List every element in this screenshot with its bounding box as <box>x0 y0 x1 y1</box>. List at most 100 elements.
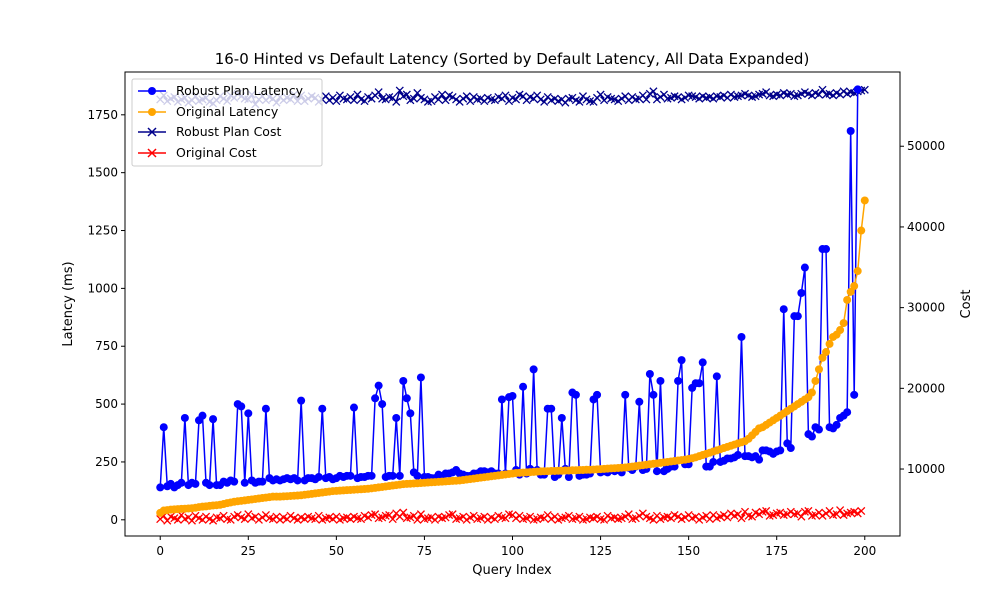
data-point <box>392 413 401 422</box>
data-point <box>448 92 457 102</box>
x-tick-label: 150 <box>677 544 700 558</box>
data-point <box>800 263 809 272</box>
data-point <box>843 408 852 417</box>
data-point <box>733 451 742 459</box>
x-tick-label: 200 <box>853 544 876 558</box>
data-point <box>416 510 425 519</box>
data-point <box>846 127 855 136</box>
data-point <box>381 95 390 104</box>
data-point <box>652 467 661 476</box>
data-point <box>804 506 813 516</box>
right-y-axis-ticks: 10000 20000 30000 40000 50000 <box>900 139 945 476</box>
data-point <box>402 394 411 403</box>
data-point <box>860 196 869 205</box>
data-point <box>807 388 816 397</box>
data-point <box>462 515 471 524</box>
data-point <box>564 472 573 481</box>
data-point <box>755 455 764 464</box>
data-point <box>839 87 848 96</box>
data-point <box>547 404 556 413</box>
data-point <box>628 92 637 102</box>
robust-plan-latency-series <box>156 85 862 492</box>
data-point <box>275 515 285 524</box>
data-point <box>216 514 225 523</box>
data-point <box>649 87 658 96</box>
data-point <box>719 91 728 100</box>
data-point <box>652 95 661 104</box>
data-point <box>726 509 735 518</box>
data-point <box>677 356 686 365</box>
right-y-axis-label: Cost <box>959 290 974 319</box>
data-point <box>818 353 827 362</box>
data-point <box>374 88 383 97</box>
chart-title: 16-0 Hinted vs Default Latency (Sorted b… <box>215 50 810 68</box>
data-point <box>297 396 306 405</box>
data-point <box>621 512 630 521</box>
left-y-tick-label: 500 <box>95 397 118 411</box>
data-point <box>205 481 214 490</box>
data-point <box>575 97 584 106</box>
data-point <box>244 409 253 418</box>
data-point <box>529 365 538 374</box>
left-y-tick-label: 1750 <box>87 108 118 122</box>
data-point <box>395 471 404 480</box>
data-point <box>420 95 429 104</box>
data-point <box>642 95 651 104</box>
data-point <box>836 506 845 515</box>
data-point <box>399 508 408 517</box>
right-y-tick-label: 50000 <box>907 139 945 153</box>
data-point <box>346 471 355 480</box>
legend-swatch-marker <box>148 108 156 116</box>
data-point <box>709 457 718 466</box>
data-point <box>674 512 683 521</box>
data-point <box>254 515 263 524</box>
data-point <box>695 379 704 388</box>
data-point <box>712 372 721 381</box>
data-point <box>399 376 408 385</box>
data-point <box>822 245 831 254</box>
data-point <box>755 510 764 519</box>
data-point <box>681 93 690 102</box>
data-point <box>850 390 859 399</box>
data-point <box>832 420 841 429</box>
data-point <box>191 511 200 520</box>
data-point <box>230 477 239 486</box>
data-point <box>695 94 704 103</box>
data-point <box>793 312 802 321</box>
data-point <box>635 511 644 520</box>
data-point <box>846 287 855 296</box>
data-point <box>413 515 422 524</box>
legend-entry-robust-plan-latency: Robust Plan Latency <box>138 83 304 98</box>
legend-entry-robust-plan-cost: Robust Plan Cost <box>138 124 281 139</box>
data-point <box>825 339 834 348</box>
data-point <box>614 96 623 106</box>
data-point <box>698 358 707 367</box>
data-point <box>237 402 246 411</box>
data-point <box>821 509 831 518</box>
left-y-tick-label: 250 <box>95 455 118 469</box>
data-point <box>624 510 633 519</box>
data-point <box>353 90 362 99</box>
data-point <box>240 478 249 487</box>
data-point <box>603 511 612 520</box>
data-point <box>462 92 471 101</box>
data-point <box>783 510 792 519</box>
data-point <box>342 95 351 104</box>
data-point <box>596 90 605 99</box>
data-point <box>857 226 866 235</box>
data-point <box>617 94 626 103</box>
data-point <box>797 512 806 521</box>
data-point <box>811 510 820 520</box>
original-latency-line <box>159 200 866 514</box>
data-point <box>402 90 411 99</box>
data-point <box>850 282 859 291</box>
data-point <box>776 446 785 455</box>
data-point <box>459 94 468 103</box>
data-point <box>501 91 510 100</box>
data-point <box>822 348 831 357</box>
data-point <box>497 395 506 404</box>
data-point <box>726 90 735 99</box>
data-point <box>476 94 485 103</box>
data-point <box>371 394 380 403</box>
